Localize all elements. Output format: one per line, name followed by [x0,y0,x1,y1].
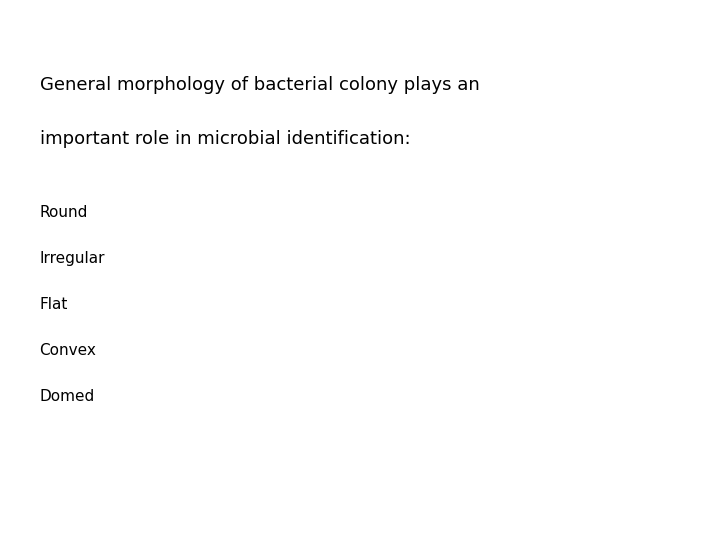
Text: Flat: Flat [40,297,68,312]
Text: Irregular: Irregular [40,251,105,266]
Text: General morphology of bacterial colony plays an: General morphology of bacterial colony p… [40,76,480,93]
Text: Domed: Domed [40,389,95,404]
Text: important role in microbial identification:: important role in microbial identificati… [40,130,410,147]
Text: Convex: Convex [40,343,96,358]
Text: Round: Round [40,205,88,220]
